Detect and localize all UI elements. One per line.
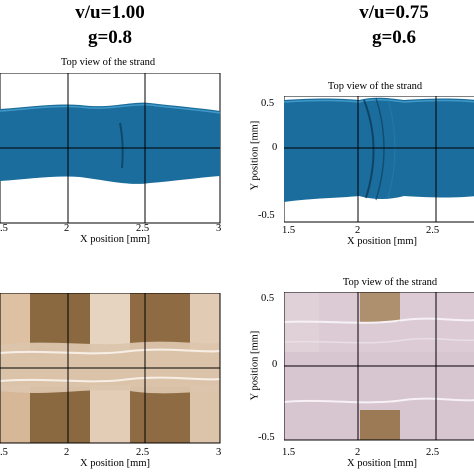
top-left-xtick-4: 3 — [216, 223, 222, 234]
bottom-left-xtick-1: .5 — [0, 447, 8, 458]
bottom-right-ytick-3: -0.5 — [258, 432, 275, 443]
top-right-strand-plot — [284, 96, 474, 223]
top-right-ytick-1: 0.5 — [261, 98, 275, 109]
bottom-right-xtick-2: 2 — [355, 447, 361, 458]
top-right-xtick-2: 2 — [355, 225, 361, 236]
top-right-ytick-2: 0 — [272, 142, 278, 153]
right-panel-heading-line1: v/u=0.75 — [359, 2, 429, 23]
bottom-right-ylabel: Y position [mm] — [249, 330, 261, 401]
top-right-strand-shape — [284, 97, 474, 202]
top-right-xtick-1: 1.5 — [282, 225, 296, 236]
top-left-xtick-3: 2.5 — [136, 223, 150, 234]
bottom-right-plot-title: Top view of the strand — [342, 277, 438, 288]
top-left-plot-title: Top view of the strand — [60, 57, 156, 68]
right-panel-heading-line2: g=0.6 — [371, 27, 417, 48]
top-left-strand-shape — [0, 102, 220, 184]
bottom-left-xtick-4: 3 — [216, 447, 222, 458]
top-left-strand-plot — [0, 73, 221, 224]
top-right-plot-title: Top view of the strand — [327, 81, 423, 92]
top-left-xlabel: X position [mm] — [80, 234, 150, 245]
bottom-left-xlabel: X position [mm] — [80, 458, 150, 469]
bottom-right-xtick-1: 1.5 — [282, 447, 296, 458]
top-right-xlabel: X position [mm] — [347, 236, 417, 247]
bottom-left-xtick-2: 2 — [64, 447, 70, 458]
bottom-right-xtick-3: 2.5 — [426, 447, 440, 458]
bottom-right-ytick-2: 0 — [272, 359, 278, 370]
bottom-right-photo-plot — [284, 292, 474, 441]
top-left-xtick-2: 2 — [64, 223, 70, 234]
top-right-ytick-3: -0.5 — [258, 210, 275, 221]
top-left-xtick-1: .5 — [0, 223, 8, 234]
bottom-right-xlabel: X position [mm] — [347, 458, 417, 469]
left-panel-heading-line2: g=0.8 — [87, 27, 133, 48]
bottom-left-photo-plot — [0, 293, 221, 444]
bottom-right-ytick-1: 0.5 — [261, 293, 275, 304]
top-right-ylabel: Y position [mm] — [249, 120, 261, 191]
left-panel-heading-line1: v/u=1.00 — [75, 2, 145, 23]
bottom-left-xtick-3: 2.5 — [136, 447, 150, 458]
top-right-xtick-3: 2.5 — [426, 225, 440, 236]
